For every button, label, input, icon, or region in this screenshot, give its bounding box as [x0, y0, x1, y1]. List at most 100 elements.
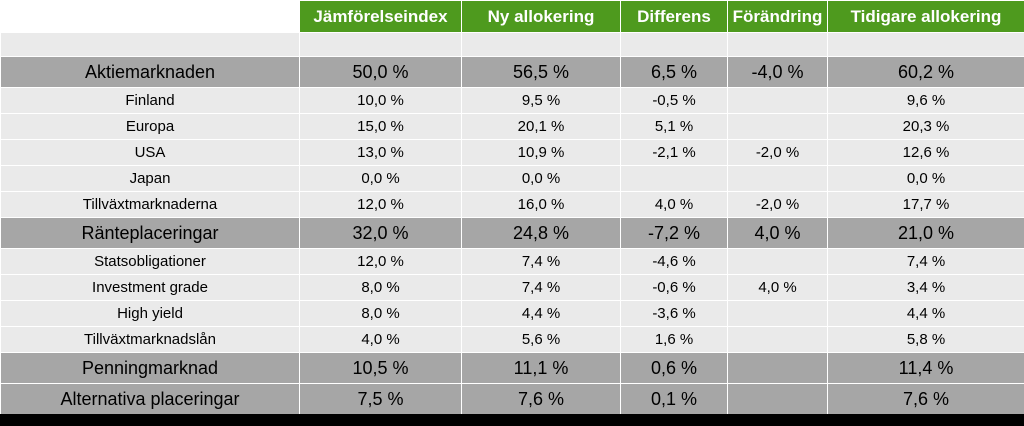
allocation-table: Jämförelseindex Ny allokering Differens … [0, 0, 1024, 415]
row-label: Finland [0, 87, 300, 114]
cell-ny-allokering: 4,4 % [461, 300, 621, 327]
cell-jamforelseindex: 15,0 % [299, 113, 462, 140]
cell-forandring [727, 352, 828, 384]
cell-forandring [727, 383, 828, 415]
cell-differens: 1,6 % [620, 326, 728, 353]
cell-tidigare-allokering: 3,4 % [827, 274, 1024, 301]
spacer-row [0, 32, 1024, 57]
cell-differens: 4,0 % [620, 191, 728, 218]
cell-forandring [727, 113, 828, 140]
table-row: Europa 15,0 % 20,1 % 5,1 % 20,3 % [0, 113, 1024, 140]
cell-tidigare-allokering: 4,4 % [827, 300, 1024, 327]
row-label: Tillväxtmarknadslån [0, 326, 300, 353]
table-row: Tillväxtmarknaderna 12,0 % 16,0 % 4,0 % -2,0… [0, 191, 1024, 218]
cell-jamforelseindex: 8,0 % [299, 300, 462, 327]
row-label: Europa [0, 113, 300, 140]
cell-tidigare-allokering: 7,6 % [827, 383, 1024, 415]
spacer-cell [827, 32, 1024, 57]
table-row: Penningmarknad 10,5 % 11,1 % 0,6 % 11,4 % [0, 352, 1024, 384]
spacer-cell [0, 32, 300, 57]
cell-ny-allokering: 56,5 % [461, 56, 621, 88]
cell-differens: -0,5 % [620, 87, 728, 114]
cell-ny-allokering: 9,5 % [461, 87, 621, 114]
table-row: Aktiemarknaden 50,0 % 56,5 % 6,5 % -4,0 % 60,… [0, 56, 1024, 88]
cell-ny-allokering: 5,6 % [461, 326, 621, 353]
cell-ny-allokering: 20,1 % [461, 113, 621, 140]
cell-tidigare-allokering: 21,0 % [827, 217, 1024, 249]
table-body: Aktiemarknaden 50,0 % 56,5 % 6,5 % -4,0 % 60,… [0, 32, 1024, 415]
row-label: Ränteplaceringar [0, 217, 300, 249]
cell-differens: -2,1 % [620, 139, 728, 166]
header-row: Jämförelseindex Ny allokering Differens … [0, 0, 1024, 33]
cell-tidigare-allokering: 5,8 % [827, 326, 1024, 353]
table-row: Investment grade 8,0 % 7,4 % -0,6 % 4,0 % 3,4… [0, 274, 1024, 301]
cell-ny-allokering: 7,4 % [461, 274, 621, 301]
cell-forandring [727, 87, 828, 114]
cell-jamforelseindex: 13,0 % [299, 139, 462, 166]
spacer-cell [727, 32, 828, 57]
table-row: Statsobligationer 12,0 % 7,4 % -4,6 % 7,4 % [0, 248, 1024, 275]
cell-differens: 5,1 % [620, 113, 728, 140]
cell-differens [620, 165, 728, 192]
cell-forandring [727, 300, 828, 327]
table-row: Japan 0,0 % 0,0 % 0,0 % [0, 165, 1024, 192]
cell-jamforelseindex: 32,0 % [299, 217, 462, 249]
row-label: Alternativa placeringar [0, 383, 300, 415]
table-row: High yield 8,0 % 4,4 % -3,6 % 4,4 % [0, 300, 1024, 327]
cell-jamforelseindex: 10,0 % [299, 87, 462, 114]
cell-jamforelseindex: 8,0 % [299, 274, 462, 301]
cell-forandring: 4,0 % [727, 274, 828, 301]
cell-jamforelseindex: 7,5 % [299, 383, 462, 415]
cell-ny-allokering: 24,8 % [461, 217, 621, 249]
cell-forandring: -4,0 % [727, 56, 828, 88]
header-tidigare-allokering: Tidigare allokering [827, 0, 1024, 33]
row-label: Investment grade [0, 274, 300, 301]
cell-differens: 6,5 % [620, 56, 728, 88]
cell-tidigare-allokering: 12,6 % [827, 139, 1024, 166]
cell-forandring: 4,0 % [727, 217, 828, 249]
cell-differens: -0,6 % [620, 274, 728, 301]
table-row: USA 13,0 % 10,9 % -2,1 % -2,0 % 12,6 % [0, 139, 1024, 166]
row-label: Japan [0, 165, 300, 192]
cell-ny-allokering: 11,1 % [461, 352, 621, 384]
cell-tidigare-allokering: 7,4 % [827, 248, 1024, 275]
table-row: Tillväxtmarknadslån 4,0 % 5,6 % 1,6 % 5,8 % [0, 326, 1024, 353]
cell-ny-allokering: 0,0 % [461, 165, 621, 192]
cell-tidigare-allokering: 20,3 % [827, 113, 1024, 140]
header-ny-allokering: Ny allokering [461, 0, 621, 33]
cell-differens: -4,6 % [620, 248, 728, 275]
cell-forandring [727, 165, 828, 192]
row-label: High yield [0, 300, 300, 327]
cell-tidigare-allokering: 9,6 % [827, 87, 1024, 114]
table-row: Ränteplaceringar 32,0 % 24,8 % -7,2 % 4,0 % 2… [0, 217, 1024, 249]
cell-forandring: -2,0 % [727, 139, 828, 166]
cell-differens: -7,2 % [620, 217, 728, 249]
cell-ny-allokering: 10,9 % [461, 139, 621, 166]
cell-jamforelseindex: 4,0 % [299, 326, 462, 353]
row-label: Tillväxtmarknaderna [0, 191, 300, 218]
table-row: Alternativa placeringar 7,5 % 7,6 % 0,1 % 7,… [0, 383, 1024, 415]
header-jamforelseindex: Jämförelseindex [299, 0, 462, 33]
spacer-cell [461, 32, 621, 57]
cell-tidigare-allokering: 17,7 % [827, 191, 1024, 218]
cell-jamforelseindex: 12,0 % [299, 248, 462, 275]
table-row: Finland 10,0 % 9,5 % -0,5 % 9,6 % [0, 87, 1024, 114]
cell-forandring: -2,0 % [727, 191, 828, 218]
cell-tidigare-allokering: 11,4 % [827, 352, 1024, 384]
cell-differens: 0,6 % [620, 352, 728, 384]
cell-jamforelseindex: 12,0 % [299, 191, 462, 218]
cell-forandring [727, 326, 828, 353]
header-forandring: Förändring [727, 0, 828, 33]
cell-forandring [727, 248, 828, 275]
cell-ny-allokering: 7,4 % [461, 248, 621, 275]
row-label: Penningmarknad [0, 352, 300, 384]
cell-jamforelseindex: 0,0 % [299, 165, 462, 192]
cell-jamforelseindex: 10,5 % [299, 352, 462, 384]
bottom-bar [0, 414, 1024, 426]
row-label: Statsobligationer [0, 248, 300, 275]
cell-tidigare-allokering: 60,2 % [827, 56, 1024, 88]
cell-differens: 0,1 % [620, 383, 728, 415]
row-label: Aktiemarknaden [0, 56, 300, 88]
cell-ny-allokering: 7,6 % [461, 383, 621, 415]
cell-ny-allokering: 16,0 % [461, 191, 621, 218]
